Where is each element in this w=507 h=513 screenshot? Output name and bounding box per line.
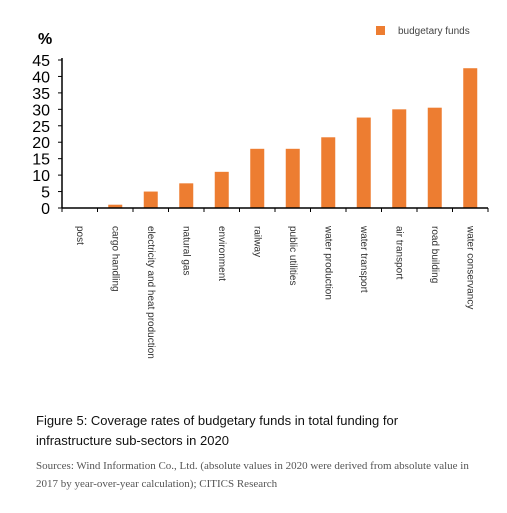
bar — [427, 107, 442, 208]
x-category-label: water transport — [358, 225, 369, 293]
bar — [143, 191, 158, 208]
x-category-label: natural gas — [180, 226, 191, 275]
x-category-label: public utilities — [287, 226, 298, 285]
x-axis: post cargo handling electricity and heat p… — [61, 207, 489, 359]
bar — [108, 204, 123, 208]
y-unit-label: % — [38, 31, 52, 48]
y-tick-label: 45 — [32, 53, 50, 70]
legend-label: budgetary funds — [398, 26, 470, 37]
y-tick-label: 30 — [32, 102, 50, 119]
x-category-label: cargo handling — [109, 226, 120, 292]
bar — [321, 137, 336, 208]
y-tick-label: 0 — [41, 201, 50, 218]
y-tick-label: 10 — [32, 168, 50, 185]
x-category-label: post — [74, 226, 85, 245]
y-tick-label: 15 — [32, 152, 50, 169]
bar — [285, 148, 300, 208]
bar — [392, 109, 407, 208]
source-note: Sources: Wind Information Co., Ltd. (abs… — [36, 460, 469, 490]
x-category-label: road building — [429, 226, 440, 283]
bar — [214, 171, 229, 208]
x-category-label: railway — [251, 226, 262, 257]
bar — [179, 183, 194, 208]
y-tick-label: 20 — [32, 135, 50, 152]
x-category-label: water production — [322, 225, 333, 300]
x-category-label: water conservancy — [464, 225, 475, 309]
legend-swatch — [376, 26, 385, 35]
x-category-label: environment — [216, 226, 227, 281]
y-tick-label: 35 — [32, 86, 50, 103]
x-category-label: electricity and heat production — [145, 226, 156, 359]
y-tick-label: 5 — [41, 185, 50, 202]
bar-series — [108, 68, 478, 208]
bar — [463, 68, 478, 208]
figure-caption: Figure 5: Coverage rates of budgetary fu… — [36, 413, 399, 448]
bar — [250, 148, 265, 208]
x-category-label: air transport — [393, 226, 404, 280]
y-tick-label: 40 — [32, 69, 50, 86]
bar — [356, 117, 371, 208]
y-tick-label: 25 — [32, 119, 50, 136]
